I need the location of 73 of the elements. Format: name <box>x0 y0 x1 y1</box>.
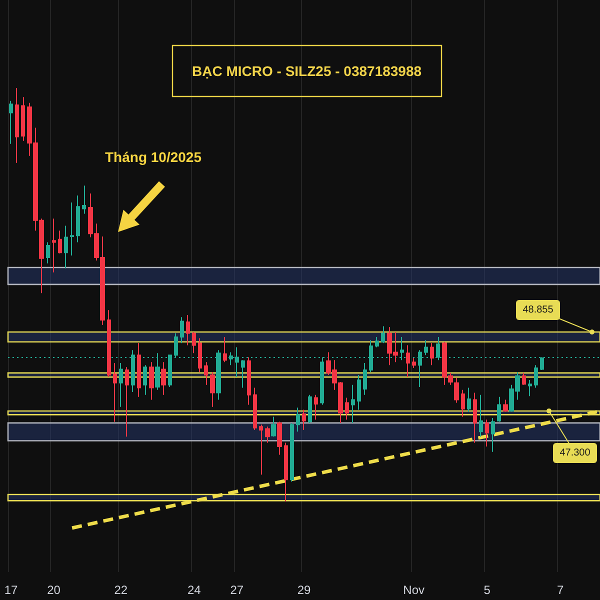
candlestick <box>223 336 227 363</box>
candlestick <box>46 242 50 264</box>
candlestick <box>491 418 495 452</box>
x-tick-label: 29 <box>297 583 311 597</box>
candlestick <box>76 195 80 243</box>
candlestick <box>381 326 385 344</box>
x-tick-label: 27 <box>230 583 244 597</box>
annotation: Tháng 10/2025 <box>105 149 202 165</box>
candlestick <box>253 387 257 430</box>
candlestick <box>15 88 19 164</box>
band-label: 47.300 <box>560 447 591 458</box>
candlestick <box>82 185 86 214</box>
candlestick <box>161 362 166 396</box>
candlestick <box>357 374 361 410</box>
candlestick <box>113 362 117 422</box>
candlestick <box>284 442 288 502</box>
candlestick <box>259 424 263 476</box>
chart-title: BẠC MICRO - SILZ25 - 0387183988 <box>192 63 422 79</box>
candlestick <box>180 316 184 344</box>
candlestick <box>345 397 349 420</box>
candlestick <box>534 364 538 388</box>
candlestick <box>21 96 25 142</box>
candlestick <box>58 230 62 254</box>
candlestick <box>198 338 202 373</box>
candlestick <box>137 342 141 398</box>
candlestick <box>430 342 434 366</box>
candlestick <box>119 362 123 408</box>
candlestick <box>302 409 306 430</box>
candlestick <box>290 422 294 482</box>
candlestick <box>351 384 355 424</box>
candlestick <box>363 362 367 396</box>
candlestick <box>308 394 312 424</box>
candlestick <box>522 372 526 386</box>
candlestick <box>125 366 129 438</box>
x-tick-label: 20 <box>47 583 61 597</box>
candlestick <box>467 387 471 412</box>
candlestick <box>412 358 416 368</box>
candlestick <box>424 340 428 356</box>
candlestick <box>528 379 532 397</box>
x-tick-label: 24 <box>187 583 202 597</box>
candlestick <box>186 314 190 346</box>
candlestick <box>314 394 318 420</box>
candlestick <box>485 419 489 448</box>
candlestick <box>296 407 300 432</box>
x-tick-label: 5 <box>484 583 491 597</box>
candlestick <box>9 100 13 144</box>
x-tick-label: Nov <box>403 583 425 597</box>
candlestick <box>461 389 465 418</box>
x-tick-label: 17 <box>4 583 18 597</box>
candlestick <box>210 372 215 408</box>
x-tick-label: 22 <box>114 583 128 597</box>
candlestick <box>497 396 501 422</box>
candlestick <box>479 394 483 438</box>
candlestick <box>277 421 282 456</box>
candlestick <box>64 225 68 269</box>
candlestick <box>204 362 208 386</box>
candlestick <box>70 202 74 256</box>
candlestick <box>503 399 508 412</box>
x-tick-label: 7 <box>556 583 564 597</box>
candlestick <box>265 426 270 444</box>
candlestick <box>454 377 459 404</box>
candlestick <box>247 356 251 406</box>
candlestick <box>375 336 379 348</box>
candlestick <box>271 416 276 438</box>
candlestick <box>107 310 111 378</box>
candlestick <box>143 364 147 396</box>
candlestick <box>192 331 196 354</box>
candlestick <box>473 392 477 444</box>
candlestick <box>149 362 154 400</box>
candlestick <box>52 218 56 273</box>
band-label: 48.855 <box>522 304 554 316</box>
candlestick <box>406 344 410 378</box>
candlestick <box>241 360 245 388</box>
